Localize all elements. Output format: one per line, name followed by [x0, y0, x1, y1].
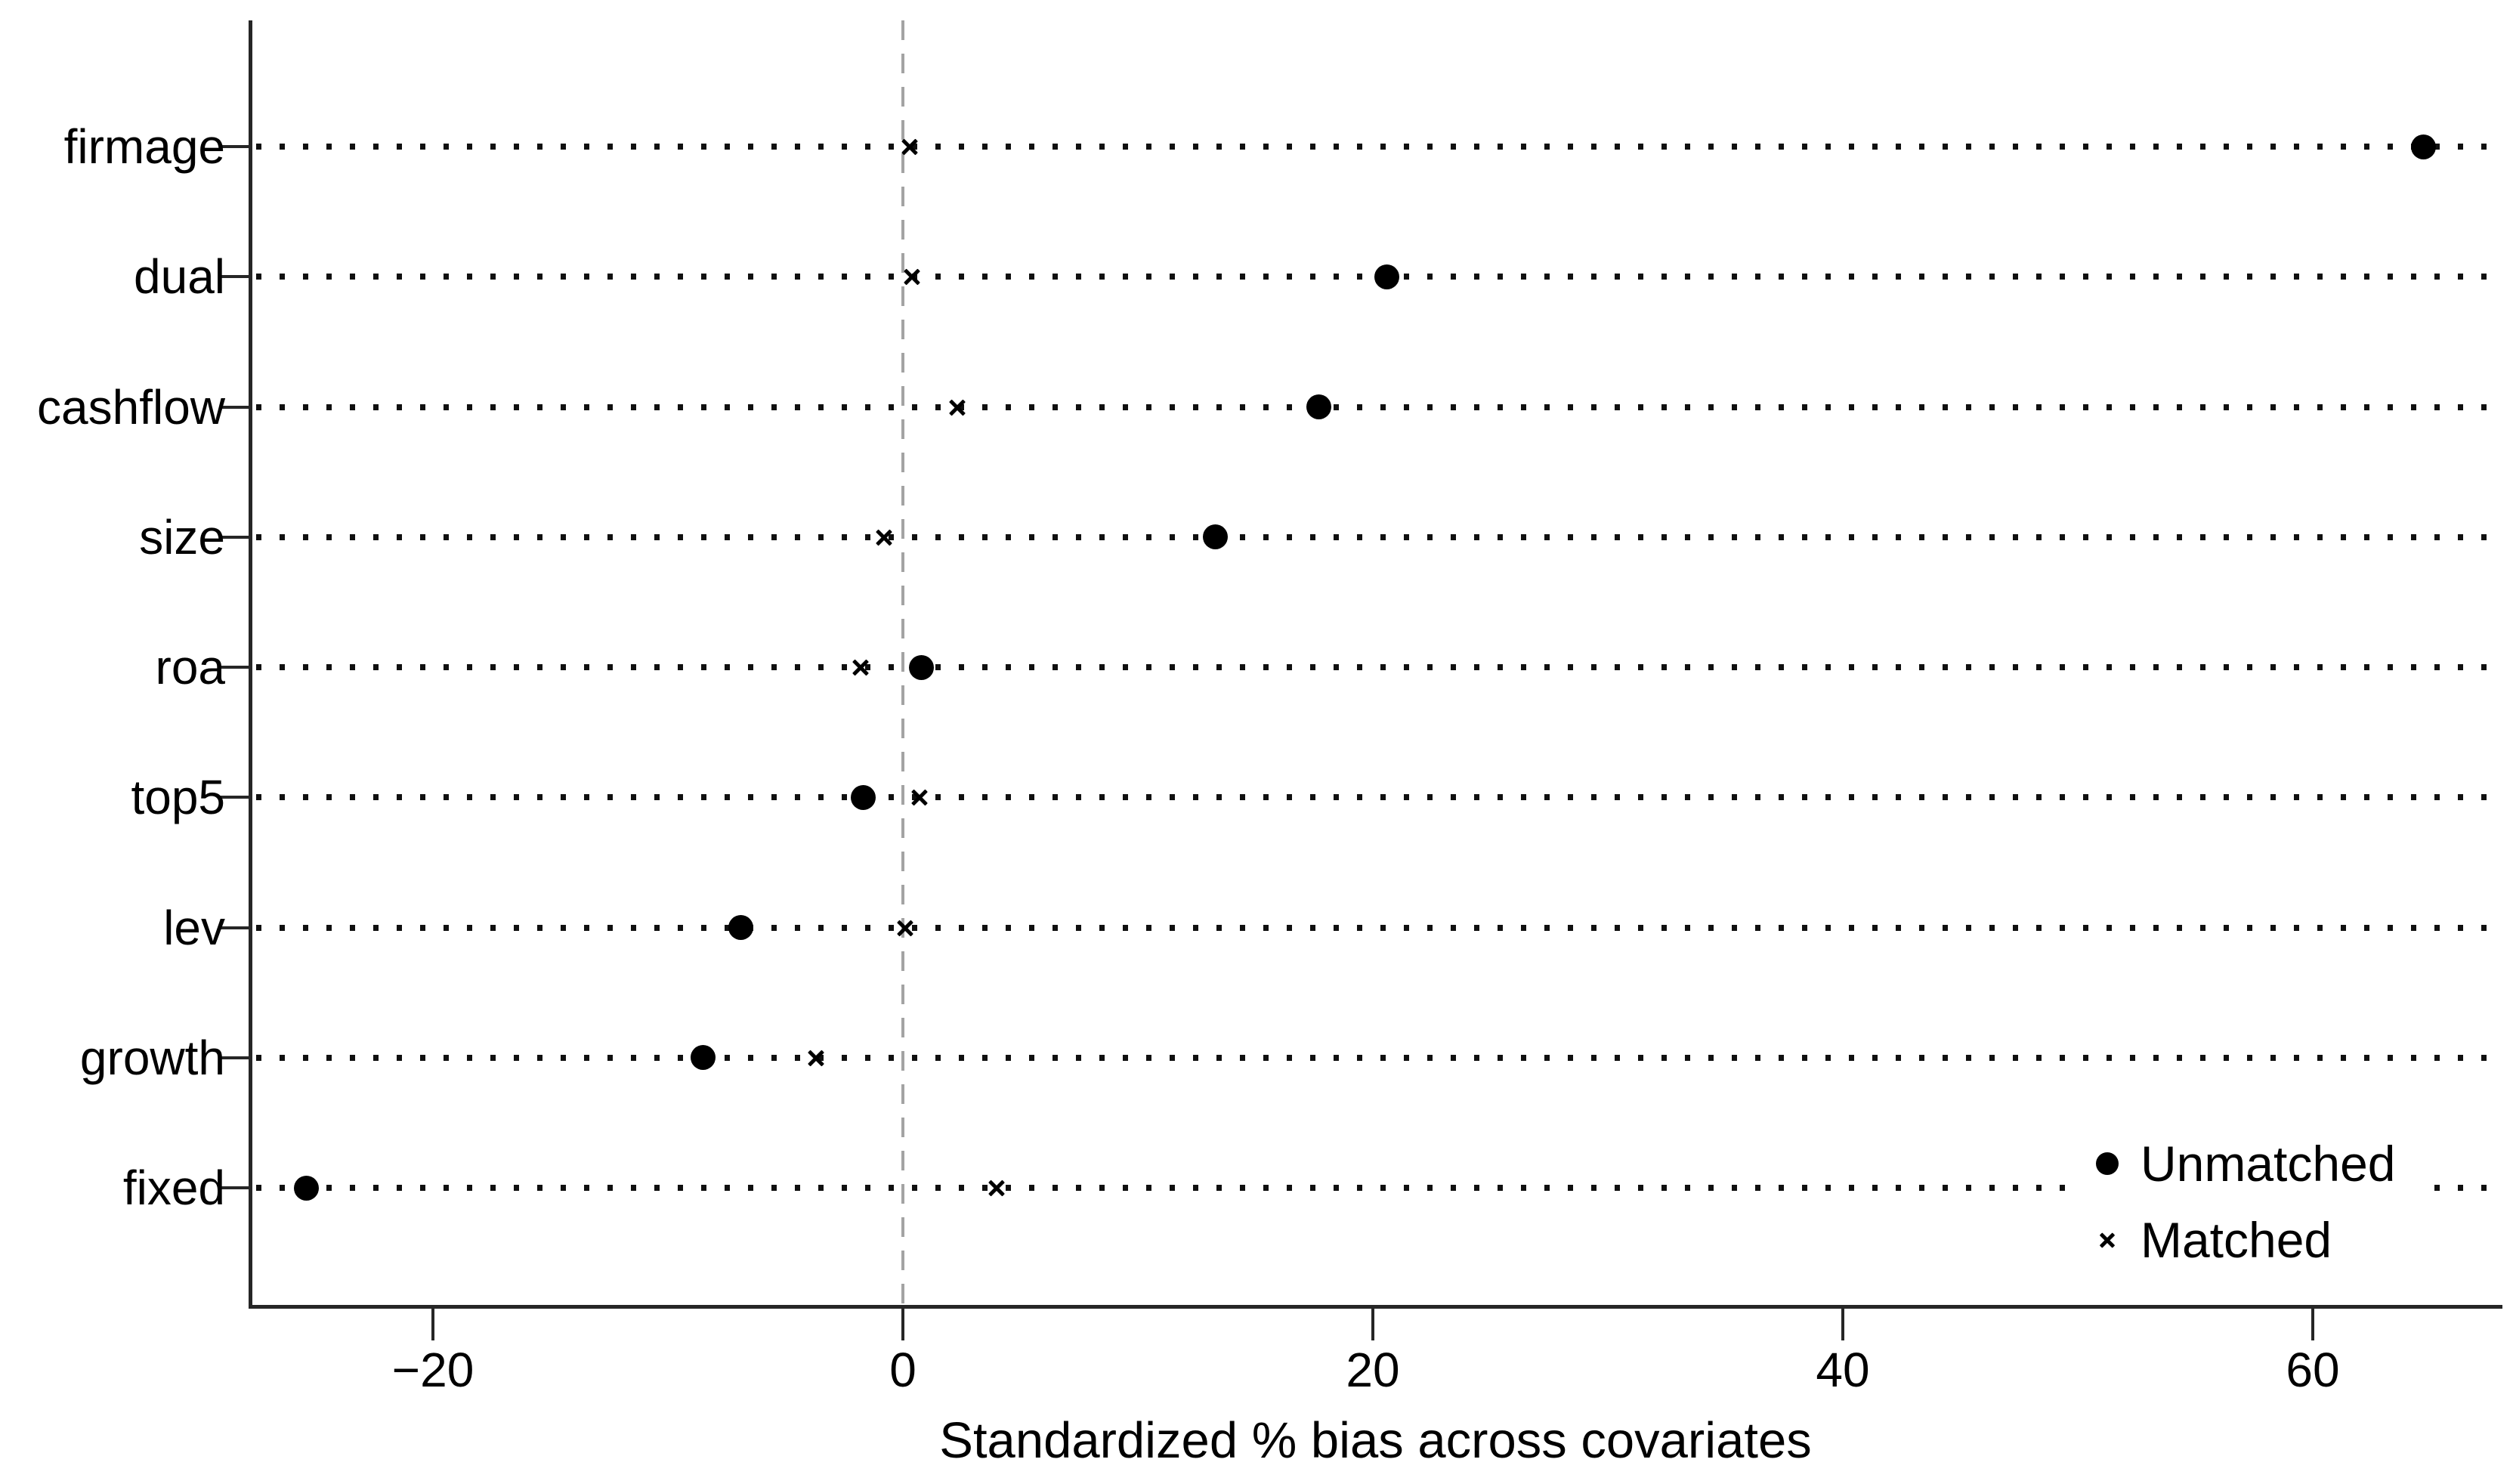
x-tick-label-60: 60 — [2286, 1343, 2340, 1397]
x-axis-title: Standardized % bias across covariates — [939, 1412, 1812, 1469]
y-tick-dual — [221, 275, 249, 279]
legend-item-matched: Matched — [2083, 1204, 2363, 1276]
marker-unmatched-fixed — [293, 1175, 319, 1201]
marker-matched-firmage — [901, 138, 919, 156]
marker-matched-growth — [807, 1049, 825, 1067]
x-tick-label--20: −20 — [391, 1343, 474, 1397]
x-tick-20 — [1371, 1309, 1374, 1340]
marker-matched-size — [875, 528, 893, 546]
y-tick-growth — [221, 1056, 249, 1059]
marker-unmatched-firmage — [2410, 134, 2436, 159]
x-tick-40 — [1841, 1309, 1844, 1340]
y-axis-label-lev: lev — [163, 900, 225, 955]
marker-unmatched-roa — [909, 654, 935, 680]
x-axis-line — [249, 1305, 2502, 1309]
y-tick-firmage — [221, 145, 249, 148]
y-axis-label-roa: roa — [155, 640, 226, 694]
marker-unmatched-size — [1203, 524, 1229, 550]
y-tick-size — [221, 535, 249, 539]
y-axis-line — [249, 20, 252, 1306]
grid-line-fixed — [256, 1185, 2499, 1191]
marker-matched-roa — [852, 658, 870, 676]
y-axis-label-top5: top5 — [131, 770, 225, 825]
matched-x-icon — [2099, 1232, 2116, 1248]
y-tick-top5 — [221, 796, 249, 799]
legend-item-unmatched: Unmatched — [2083, 1127, 2426, 1200]
legend-label-matched: Matched — [2141, 1212, 2332, 1268]
y-axis-label-firmage: firmage — [63, 119, 225, 174]
grid-line-lev — [256, 924, 2499, 931]
marker-unmatched-top5 — [850, 784, 876, 810]
marker-unmatched-lev — [728, 915, 753, 940]
x-tick-60 — [2311, 1309, 2314, 1340]
x-tick--20 — [431, 1309, 434, 1340]
y-tick-lev — [221, 926, 249, 929]
grid-line-top5 — [256, 794, 2499, 801]
y-axis-label-cashflow: cashflow — [37, 379, 225, 434]
marker-unmatched-growth — [691, 1045, 716, 1071]
y-axis-label-fixed: fixed — [122, 1161, 225, 1215]
unmatched-circle-icon — [2096, 1152, 2119, 1175]
legend-label-unmatched: Unmatched — [2141, 1136, 2396, 1192]
marker-matched-fixed — [988, 1179, 1006, 1197]
y-axis-label-dual: dual — [134, 249, 225, 305]
grid-line-roa — [256, 664, 2499, 670]
zero-reference-line — [901, 20, 904, 1306]
x-tick-label-20: 20 — [1346, 1343, 1400, 1397]
grid-line-size — [256, 533, 2499, 540]
x-tick-label-0: 0 — [889, 1343, 916, 1397]
grid-line-growth — [256, 1054, 2499, 1061]
marker-unmatched-dual — [1374, 264, 1400, 289]
y-tick-cashflow — [221, 405, 249, 409]
y-axis-label-growth: growth — [79, 1030, 225, 1085]
marker-matched-cashflow — [948, 398, 966, 416]
grid-line-cashflow — [256, 403, 2499, 410]
grid-line-firmage — [256, 144, 2499, 150]
y-tick-roa — [221, 666, 249, 669]
y-axis-label-size: size — [139, 509, 225, 564]
x-tick-label-40: 40 — [1816, 1343, 1870, 1397]
marker-matched-dual — [903, 267, 921, 286]
marker-unmatched-cashflow — [1306, 394, 1331, 419]
x-tick-0 — [901, 1309, 904, 1340]
y-tick-fixed — [221, 1186, 249, 1189]
marker-matched-top5 — [910, 788, 929, 806]
marker-matched-lev — [896, 919, 914, 937]
